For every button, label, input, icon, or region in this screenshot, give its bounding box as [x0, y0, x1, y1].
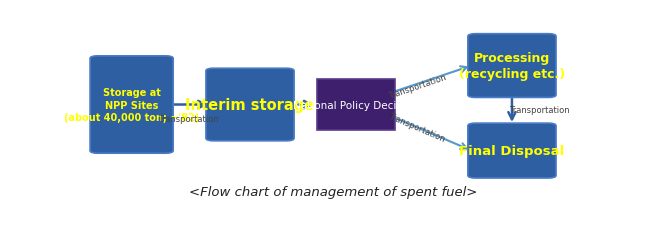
FancyBboxPatch shape: [468, 35, 556, 98]
Text: Transportation: Transportation: [387, 111, 447, 143]
Text: Storage at
NPP Sites
(about 40,000 ton; ~'82): Storage at NPP Sites (about 40,000 ton; …: [64, 88, 200, 122]
Text: <Flow chart of management of spent fuel>: <Flow chart of management of spent fuel>: [189, 185, 477, 199]
FancyBboxPatch shape: [468, 124, 556, 178]
Text: Transportation: Transportation: [158, 115, 218, 124]
Text: Transportation: Transportation: [387, 73, 447, 101]
FancyBboxPatch shape: [206, 69, 294, 141]
Text: Interim storage: Interim storage: [185, 98, 315, 112]
Text: Processing
(recycling etc.): Processing (recycling etc.): [459, 52, 565, 81]
Text: Transportation: Transportation: [510, 106, 570, 115]
FancyBboxPatch shape: [317, 79, 395, 131]
Text: Final Disposal: Final Disposal: [460, 144, 565, 157]
Text: National Policy Decision: National Policy Decision: [293, 100, 418, 110]
FancyBboxPatch shape: [90, 57, 173, 154]
